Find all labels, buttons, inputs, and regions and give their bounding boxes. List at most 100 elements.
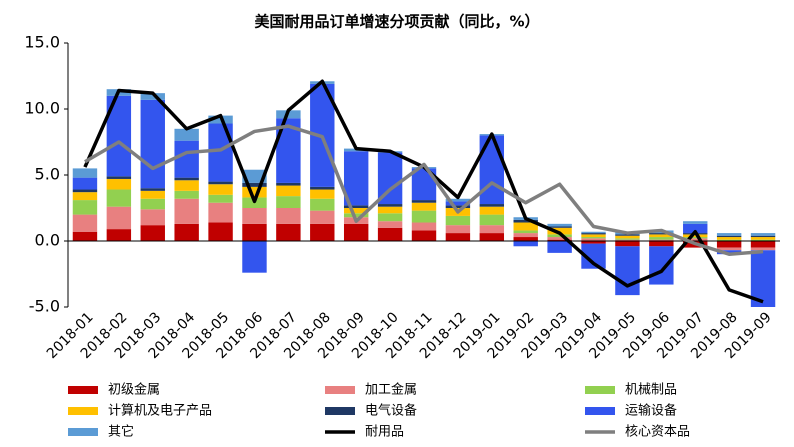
legend-label: 加工金属 [365,382,417,398]
bar-segment [106,229,132,241]
legend-swatch [68,428,98,436]
bar-segment [716,239,742,241]
bar-segment [547,227,572,235]
bar-segment [683,234,708,238]
bar-segment [649,234,674,238]
bar-segment [547,237,572,240]
legend-label: 计算机及电子产品 [108,404,212,419]
legend-swatch [68,407,98,415]
bar-segment [242,208,267,224]
bar-segment [479,233,505,241]
bar-segment [72,231,98,241]
bar-segment [377,221,403,228]
chart-title: 美国耐用品订单增速分项贡献（同比，%） [254,13,539,31]
bar-segment [649,241,674,247]
legend-label: 其它 [108,424,134,440]
bar-segment [174,198,199,224]
bar-segment [310,186,335,190]
bar-segment [615,239,640,241]
bar-segment [649,237,674,240]
y-tick-label: 10.0 [24,99,60,118]
bar-segment [140,225,165,241]
bar-segment [208,184,233,195]
bar-segment [547,241,572,253]
bar-segment [377,227,403,241]
bar-segment [445,201,471,206]
y-tick-label: 5.0 [35,165,60,184]
bar-segment [411,200,437,203]
bar-segment [343,223,369,241]
bar-segment [581,238,606,241]
bar-segment [716,233,742,236]
bar-segment [411,202,437,211]
bar-segment [649,233,674,235]
bar-segment [242,241,267,273]
bar-segment [276,182,301,186]
bar-segment [140,190,165,199]
bar-segment [140,209,165,226]
bar-segment [208,181,233,185]
bar-segment [683,221,708,224]
bar-segment [72,192,98,201]
bar-segment [581,237,606,239]
bar-segment [106,189,132,207]
bar-segment [513,230,538,234]
bar-segment [377,204,403,207]
bar-segment [106,206,132,230]
bar-segment [72,189,98,193]
bar-segment [343,213,369,218]
bar-segment [716,247,742,251]
bar-segment [72,177,98,190]
bar-segment [208,123,233,182]
legend-swatch [325,407,355,415]
legend-swatch [68,386,98,394]
bar-segment [479,214,505,226]
bar-segment [547,234,572,238]
bar-segment [140,188,165,191]
bar-segment [343,205,369,208]
bar-segment [750,247,776,251]
bar-segment [750,233,776,236]
legend-label: 电气设备 [365,403,417,419]
bar-segment [276,208,301,224]
legend-swatch [325,386,355,394]
bar-segment [106,178,132,190]
bar-segment [174,223,199,241]
bar-segment [750,237,776,240]
bar-segment [513,222,538,231]
bar-segment [377,206,403,214]
bar-segment [683,238,708,241]
bar-segment [72,214,98,232]
bar-segment [242,223,267,241]
bar-segment [174,128,199,141]
bar-segment [310,198,335,211]
bar-segment [242,169,267,183]
y-tick-label: 0.0 [35,231,60,250]
bar-segment [377,213,403,222]
bar-segment [276,223,301,241]
bar-segment [716,237,742,240]
bar-segment [683,237,708,239]
y-tick-label: 15.0 [24,33,60,52]
bar-segment [479,225,505,234]
bar-segment [479,135,505,205]
bar-segment [581,241,606,244]
line-series [84,124,764,256]
bar-segment [310,210,335,224]
bar-segment [140,93,165,100]
bar-segment [716,235,742,238]
bar-segment [445,205,471,208]
bar-segment [750,241,776,248]
bar-segment [276,185,301,197]
bar-segment [106,176,132,179]
y-tick-label: -5.0 [29,297,60,316]
bar-segment [174,190,199,199]
bar-segment [310,189,335,199]
bar-segment [140,198,165,210]
bar-segment [547,226,572,228]
legend-label: 运输设备 [625,403,677,419]
bar-segment [411,230,437,241]
bar-segment [479,206,505,215]
